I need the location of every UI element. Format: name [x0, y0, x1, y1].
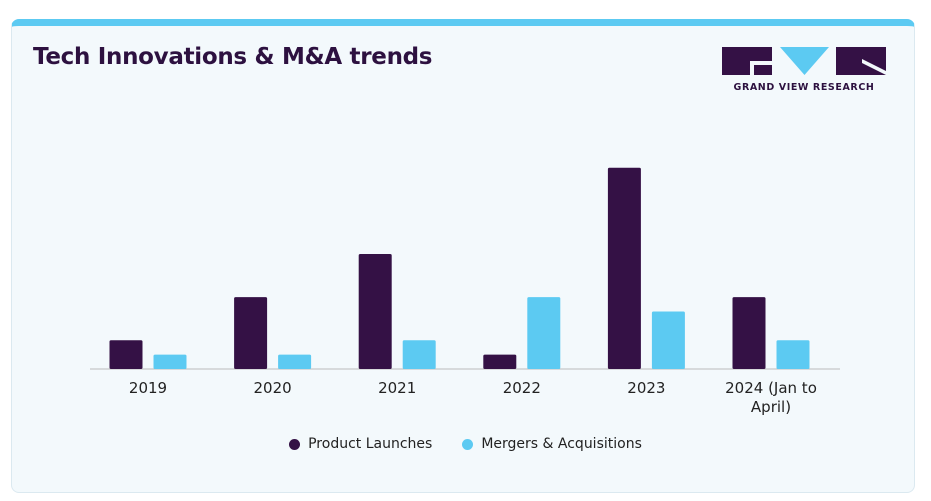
- bar-mergers-acquisitions-2: [402, 340, 436, 369]
- legend-swatch-product-launches: [289, 438, 301, 450]
- bar-mergers-acquisitions-1: [278, 354, 312, 369]
- gvr-logo-icon: [722, 47, 886, 75]
- bar-mergers-acquisitions-0: [153, 354, 187, 369]
- legend-label-product-launches: Product Launches: [308, 436, 433, 452]
- bar-product-launches-5: [732, 297, 766, 369]
- legend: Product Launches Mergers & Acquisitions: [0, 436, 931, 452]
- legend-label-mergers-acquisitions: Mergers & Acquisitions: [481, 436, 642, 452]
- bar-mergers-acquisitions-5: [776, 340, 810, 369]
- bar-product-launches-2: [358, 254, 392, 369]
- bar-product-launches-4: [607, 167, 641, 369]
- x-tick-label-3: 2022: [503, 379, 541, 397]
- bar-mergers-acquisitions-4: [651, 311, 685, 369]
- bar-product-launches-1: [234, 297, 268, 369]
- x-tick-label-4: 2023: [627, 379, 665, 397]
- x-tick-label-2: 2021: [378, 379, 416, 397]
- bar-product-launches-3: [483, 354, 517, 369]
- legend-item-product-launches: Product Launches: [289, 436, 432, 452]
- chart-card: [11, 19, 915, 493]
- x-tick-label-1: 2020: [254, 379, 292, 397]
- x-tick-label-5: 2024 (Jan to April): [725, 379, 817, 416]
- chart-title: Tech Innovations & M&A trends: [33, 44, 433, 70]
- legend-item-mergers-acquisitions: Mergers & Acquisitions: [462, 436, 642, 452]
- legend-swatch-mergers-acquisitions: [462, 438, 474, 450]
- bar-product-launches-0: [109, 340, 143, 369]
- bar-mergers-acquisitions-3: [527, 297, 561, 369]
- logo-text: GRAND VIEW RESEARCH: [733, 82, 875, 93]
- x-tick-label-0: 2019: [129, 379, 167, 397]
